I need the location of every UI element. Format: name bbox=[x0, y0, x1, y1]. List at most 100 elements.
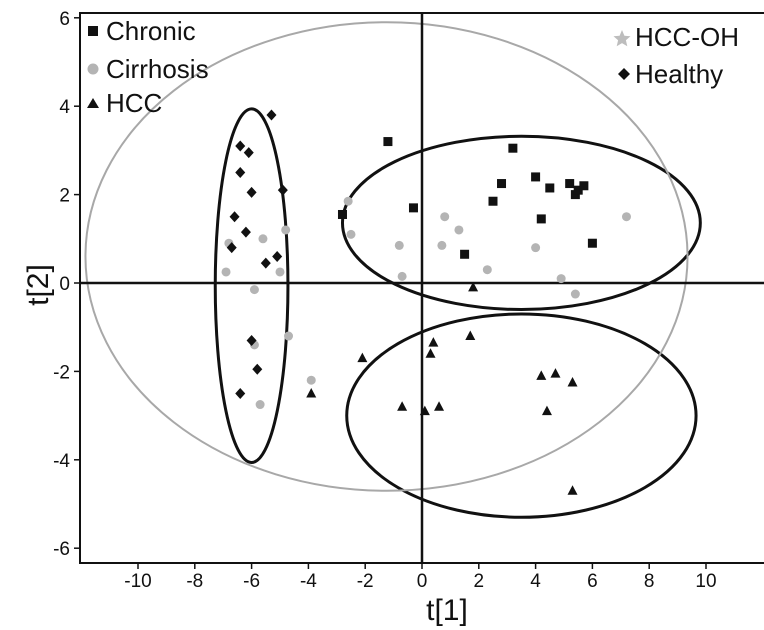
y-tick-label: 0 bbox=[59, 274, 70, 295]
point-chronic bbox=[383, 137, 393, 147]
point-healthy bbox=[277, 184, 288, 196]
point-healthy bbox=[226, 242, 237, 254]
point-cirrhosis bbox=[397, 271, 407, 281]
x-tick-label: 8 bbox=[644, 571, 655, 592]
point-cirrhosis bbox=[437, 240, 447, 250]
y-tick-label: -2 bbox=[53, 362, 70, 383]
point-cirrhosis bbox=[275, 267, 285, 277]
confidence-ellipse-3 bbox=[345, 312, 698, 519]
y-axis-title: t[2] bbox=[22, 264, 55, 306]
point-cirrhosis bbox=[531, 243, 541, 253]
point-hcc bbox=[434, 401, 445, 411]
point-chronic bbox=[587, 238, 597, 248]
point-hcc bbox=[536, 370, 547, 380]
point-hcc bbox=[541, 405, 552, 416]
point-healthy bbox=[240, 226, 251, 238]
point-chronic bbox=[337, 209, 347, 219]
point-hcc bbox=[567, 376, 578, 387]
origin-axes bbox=[80, 13, 764, 563]
point-healthy bbox=[229, 211, 240, 223]
point-healthy bbox=[235, 388, 246, 399]
legend-label-chronic: Chronic bbox=[106, 16, 196, 46]
legend-label-healthy: Healthy bbox=[635, 59, 723, 89]
axis-ticks: -10 -8 -6 -4 -2 0 2 4 6 8 10 -6 -4 -2 0 2 4 6 bbox=[53, 9, 716, 592]
point-hcc bbox=[397, 401, 408, 411]
point-hcc bbox=[428, 337, 439, 347]
x-tick-label: 4 bbox=[530, 571, 541, 592]
point-hcc bbox=[465, 330, 476, 341]
point-cirrhosis bbox=[440, 212, 450, 222]
point-cirrhosis bbox=[255, 400, 265, 410]
confidence-ellipse-2 bbox=[340, 134, 702, 312]
legend-marker-hcc bbox=[87, 98, 99, 108]
point-healthy bbox=[266, 109, 277, 121]
point-chronic bbox=[508, 143, 518, 153]
point-cirrhosis bbox=[454, 225, 464, 235]
point-cirrhosis bbox=[570, 289, 580, 299]
y-tick-label: 4 bbox=[59, 97, 70, 118]
legend-label-cirrhosis: Cirrhosis bbox=[106, 54, 209, 84]
point-hcc bbox=[468, 281, 479, 292]
confidence-ellipses bbox=[84, 21, 702, 519]
x-axis-title: t[1] bbox=[426, 594, 468, 627]
legend-right: HCC-OH Healthy bbox=[613, 22, 739, 89]
point-hcc bbox=[306, 388, 317, 398]
point-healthy bbox=[235, 140, 246, 152]
y-tick-label: 6 bbox=[59, 9, 70, 30]
point-healthy bbox=[246, 186, 257, 198]
y-tick-label: -6 bbox=[53, 539, 70, 560]
x-tick-label: -6 bbox=[243, 571, 260, 592]
point-chronic bbox=[408, 203, 418, 213]
x-tick-label: -4 bbox=[300, 571, 317, 592]
point-cirrhosis bbox=[284, 331, 294, 341]
point-cirrhosis bbox=[306, 375, 316, 385]
point-healthy bbox=[246, 334, 257, 346]
point-chronic bbox=[460, 249, 470, 259]
point-hcc bbox=[567, 485, 578, 495]
point-cirrhosis bbox=[281, 225, 291, 235]
legend-marker-hcc-oh bbox=[613, 30, 631, 47]
point-healthy bbox=[260, 257, 271, 269]
point-cirrhosis bbox=[258, 234, 268, 244]
legend-marker-chronic bbox=[88, 26, 98, 36]
point-cirrhosis bbox=[556, 274, 566, 284]
x-tick-label: -10 bbox=[124, 571, 151, 592]
legend-marker-healthy bbox=[618, 68, 630, 80]
legend-label-hcc: HCC bbox=[106, 88, 162, 118]
point-hcc bbox=[425, 348, 436, 358]
point-healthy bbox=[235, 167, 246, 178]
x-tick-label: 10 bbox=[695, 571, 716, 592]
y-tick-label: -4 bbox=[53, 451, 70, 472]
point-chronic bbox=[565, 179, 575, 189]
data-points bbox=[221, 109, 631, 495]
x-tick-label: 6 bbox=[587, 571, 598, 592]
point-cirrhosis bbox=[221, 267, 231, 277]
confidence-ellipse-1 bbox=[213, 107, 290, 464]
point-chronic bbox=[545, 183, 555, 193]
point-cirrhosis bbox=[621, 212, 631, 222]
point-cirrhosis bbox=[343, 196, 353, 206]
x-tick-label: 0 bbox=[417, 571, 428, 592]
point-chronic bbox=[497, 179, 507, 189]
point-chronic bbox=[536, 214, 546, 224]
point-healthy bbox=[243, 147, 254, 159]
x-tick-label: -8 bbox=[186, 571, 203, 592]
point-healthy bbox=[272, 250, 283, 262]
x-tick-label: -2 bbox=[357, 571, 374, 592]
confidence-ellipse-4 bbox=[84, 21, 689, 492]
point-chronic bbox=[531, 172, 541, 182]
point-chronic bbox=[488, 196, 498, 206]
legend-label-hcc-oh: HCC-OH bbox=[635, 22, 739, 52]
point-chronic bbox=[573, 185, 583, 195]
point-chronic bbox=[579, 181, 589, 191]
point-cirrhosis bbox=[346, 229, 356, 239]
point-hcc bbox=[550, 368, 561, 378]
point-cirrhosis bbox=[394, 240, 404, 250]
legend-marker-cirrhosis bbox=[87, 63, 99, 75]
point-cirrhosis bbox=[482, 265, 492, 275]
point-hcc bbox=[419, 405, 430, 416]
legend-left: Chronic Cirrhosis HCC bbox=[87, 16, 209, 118]
point-healthy bbox=[252, 363, 263, 375]
y-tick-label: 2 bbox=[59, 186, 70, 207]
